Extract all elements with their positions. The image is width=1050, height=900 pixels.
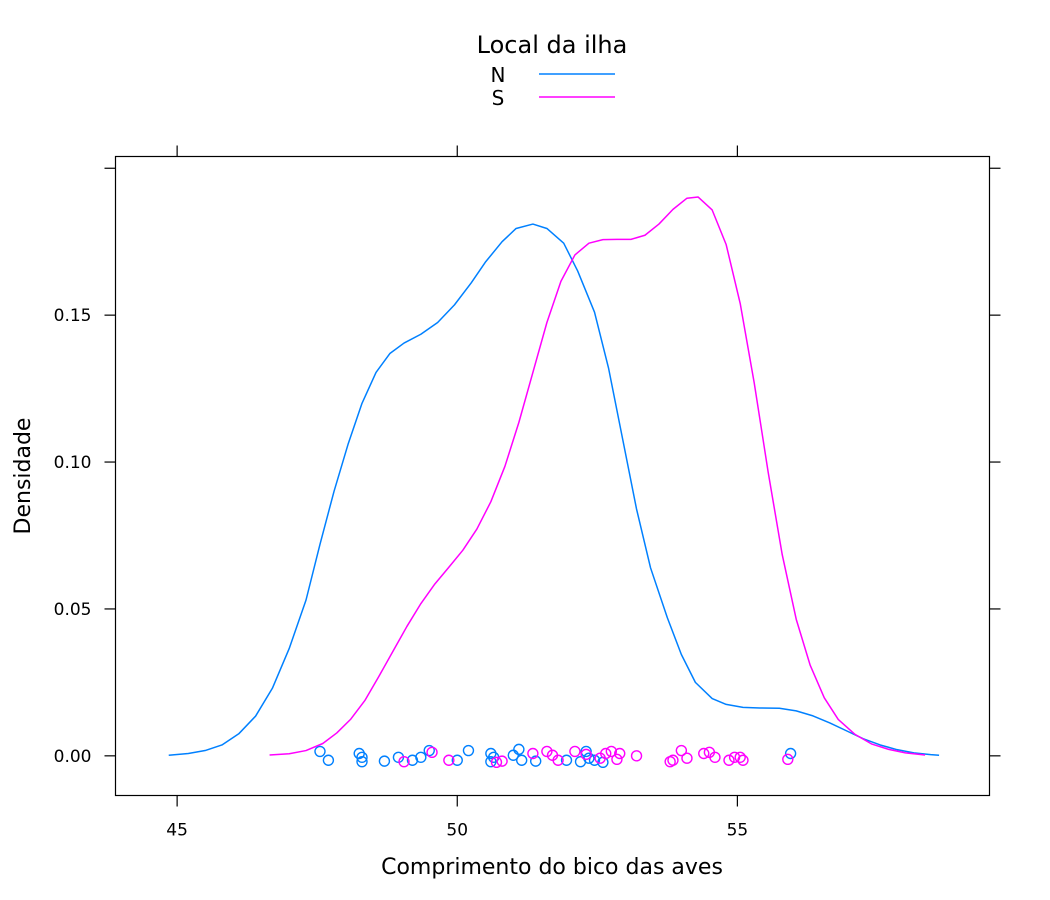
data-point-s xyxy=(667,754,679,766)
legend: Local da ilha N S xyxy=(477,31,628,110)
plot-frame xyxy=(114,155,991,797)
data-point-s xyxy=(490,756,503,768)
data-point-s xyxy=(443,754,455,766)
data-point-s xyxy=(600,747,612,760)
x-axis-label: Comprimento do bico das aves xyxy=(381,855,723,880)
data-point-n xyxy=(314,745,326,758)
data-point-s xyxy=(737,754,749,766)
legend-label-n: N xyxy=(491,63,506,87)
data-point-n xyxy=(560,754,573,766)
data-point-s xyxy=(709,751,721,764)
data-point-n xyxy=(588,754,601,766)
y-tick-label: 0.10 xyxy=(54,453,92,473)
axes: 45 50 55 0.00 0.05 0.10 0.15 xyxy=(54,145,1001,841)
y-axis-label: Densidade xyxy=(11,418,36,535)
series-n xyxy=(168,223,940,768)
data-point-n xyxy=(356,756,368,768)
data-point-n xyxy=(784,747,797,760)
density-line-n xyxy=(168,223,940,756)
data-point-s xyxy=(605,745,618,758)
x-tick-label: 50 xyxy=(446,821,468,841)
data-point-s xyxy=(527,747,539,760)
legend-label-s: S xyxy=(492,86,505,110)
series-s xyxy=(269,196,926,768)
x-tick-label: 45 xyxy=(166,821,188,841)
data-point-s xyxy=(681,752,693,764)
legend-title: Local da ilha xyxy=(477,31,628,59)
data-point-s xyxy=(614,747,626,760)
data-point-n xyxy=(513,743,525,756)
x-tick-label: 55 xyxy=(727,821,749,841)
data-point-n xyxy=(322,754,335,766)
data-point-s xyxy=(630,750,643,762)
data-point-s xyxy=(426,746,438,759)
data-point-s xyxy=(496,755,508,767)
data-point-n xyxy=(485,756,497,768)
data-point-n xyxy=(423,744,435,757)
series-layer xyxy=(168,196,940,768)
data-point-s xyxy=(569,745,581,758)
data-point-n xyxy=(529,755,542,767)
data-point-s xyxy=(552,754,564,766)
y-tick-label: 0.05 xyxy=(54,600,92,620)
data-point-s xyxy=(782,753,794,766)
y-tick-label: 0.00 xyxy=(54,747,92,767)
data-point-s xyxy=(398,756,410,768)
data-point-n xyxy=(451,754,463,766)
data-point-s xyxy=(734,751,746,764)
data-point-n xyxy=(378,755,391,767)
data-point-s xyxy=(541,745,553,758)
data-point-s xyxy=(675,744,688,757)
data-point-s xyxy=(723,754,735,766)
data-point-n xyxy=(462,744,475,757)
y-tick-label: 0.15 xyxy=(54,306,92,326)
data-point-n xyxy=(415,751,427,764)
data-point-n xyxy=(356,751,368,764)
data-point-s xyxy=(580,748,592,761)
data-point-s xyxy=(611,753,623,766)
data-point-s xyxy=(698,747,710,760)
data-point-n xyxy=(580,745,592,758)
density-line-s xyxy=(269,196,926,756)
data-point-n xyxy=(515,754,528,766)
